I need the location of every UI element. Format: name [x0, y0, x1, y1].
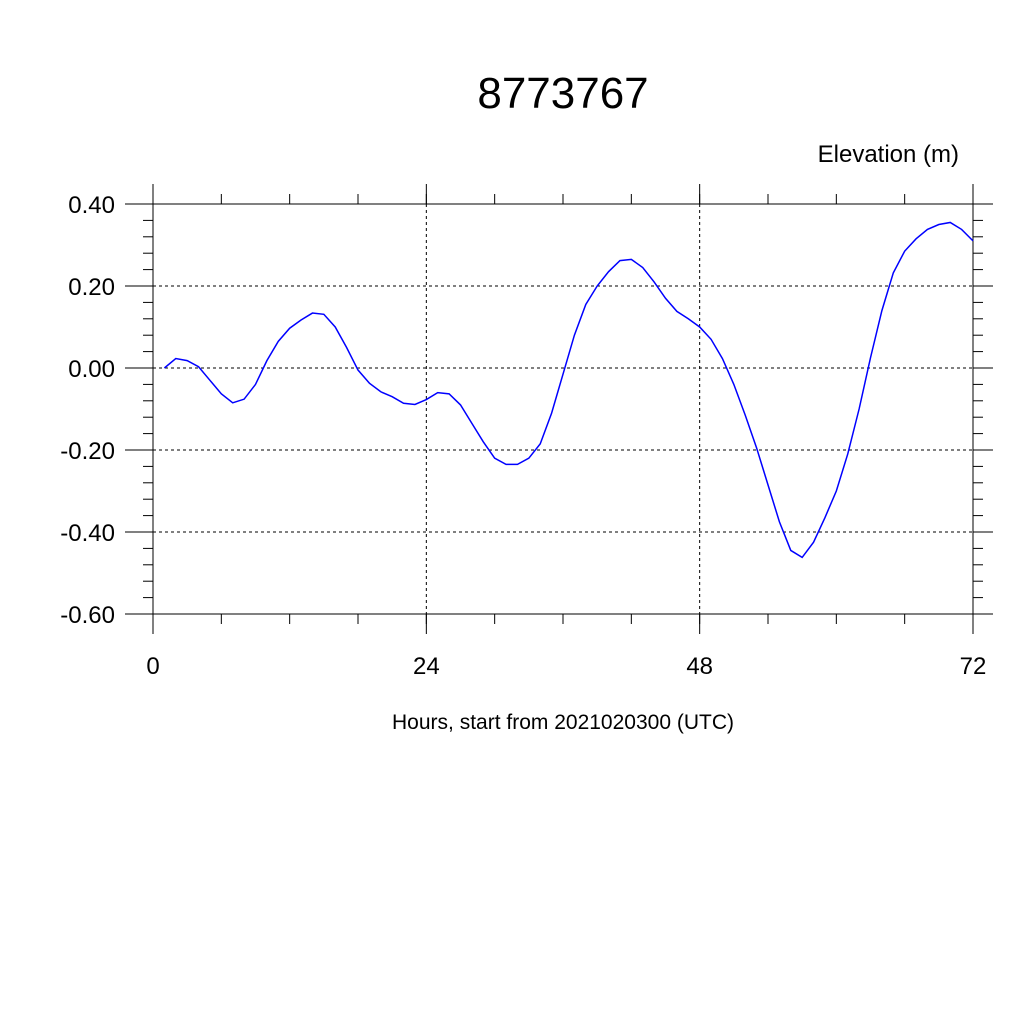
unit-label: Elevation (m)	[818, 141, 959, 168]
y-tick-label: 0.20	[68, 274, 115, 301]
y-tick-label: -0.20	[60, 438, 115, 465]
axis-ticks	[125, 184, 993, 634]
y-tick-label: -0.40	[60, 520, 115, 547]
y-tick-labels: 0.40 0.20 0.00 -0.20 -0.40 -0.60	[60, 192, 115, 629]
x-tick-label: 0	[146, 653, 159, 680]
x-axis-label: Hours, start from 2021020300 (UTC)	[392, 711, 734, 734]
x-tick-label: 72	[960, 653, 987, 680]
y-tick-label: -0.60	[60, 602, 115, 629]
x-tick-label: 48	[686, 653, 713, 680]
y-tick-label: 0.40	[68, 192, 115, 219]
x-tick-labels: 0 24 48 72	[146, 653, 986, 680]
chart-title: 8773767	[477, 69, 648, 118]
grid-lines	[152, 203, 974, 615]
y-tick-label: 0.00	[68, 356, 115, 383]
x-tick-label: 24	[413, 653, 440, 680]
series-line	[163, 221, 974, 559]
plot-frame	[152, 203, 974, 615]
